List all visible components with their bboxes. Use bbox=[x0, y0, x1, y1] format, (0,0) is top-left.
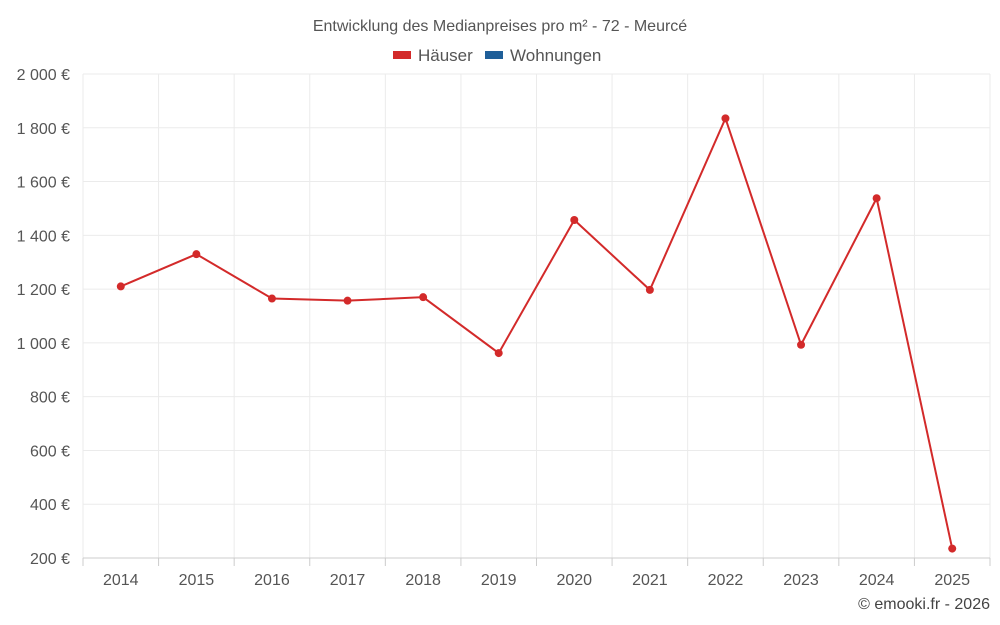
x-tick-label: 2014 bbox=[103, 572, 139, 589]
data-point-haeuser[interactable] bbox=[267, 294, 276, 303]
x-tick-label: 2018 bbox=[405, 572, 441, 589]
legend: Häuser Wohnungen bbox=[393, 46, 601, 65]
data-point-haeuser[interactable] bbox=[872, 194, 881, 203]
y-tick-label: 1 800 € bbox=[17, 121, 70, 138]
grid-lines bbox=[82, 73, 991, 566]
legend-label-haeuser[interactable]: Häuser bbox=[418, 46, 473, 65]
x-tick-label: 2024 bbox=[859, 572, 895, 589]
x-tick-label: 2025 bbox=[934, 572, 970, 589]
y-tick-label: 1 400 € bbox=[17, 228, 70, 245]
x-tick-label: 2015 bbox=[179, 572, 215, 589]
y-tick-label: 600 € bbox=[30, 443, 70, 460]
legend-swatch-wohnungen[interactable] bbox=[485, 51, 503, 59]
data-point-haeuser[interactable] bbox=[948, 544, 957, 553]
y-axis-labels: 200 € 400 € 600 € 800 € 1 000 € 1 200 € 1 400 … bbox=[17, 67, 70, 568]
y-tick-label: 1 200 € bbox=[17, 282, 70, 299]
data-point-haeuser[interactable] bbox=[645, 285, 654, 294]
chart-title: Entwicklung des Medianpreises pro m² - 7… bbox=[313, 18, 687, 35]
y-tick-label: 1 600 € bbox=[17, 175, 70, 192]
x-axis-labels: 2014 2015 2016 2017 2018 2019 2020 2021 2022 2023… bbox=[103, 572, 970, 589]
data-point-haeuser[interactable] bbox=[797, 340, 806, 349]
y-tick-label: 400 € bbox=[30, 497, 70, 514]
y-tick-label: 800 € bbox=[30, 390, 70, 407]
legend-swatch-haeuser[interactable] bbox=[393, 51, 411, 59]
x-tick-label: 2021 bbox=[632, 572, 668, 589]
x-tick-label: 2022 bbox=[708, 572, 744, 589]
data-point-haeuser[interactable] bbox=[116, 282, 125, 291]
series-haeuser bbox=[116, 114, 957, 553]
y-tick-label: 1 000 € bbox=[17, 336, 70, 353]
legend-label-wohnungen[interactable]: Wohnungen bbox=[510, 46, 601, 65]
x-tick-label: 2016 bbox=[254, 572, 290, 589]
data-point-haeuser[interactable] bbox=[721, 114, 730, 123]
x-tick-label: 2020 bbox=[556, 572, 592, 589]
data-point-haeuser[interactable] bbox=[494, 349, 503, 358]
data-point-haeuser[interactable] bbox=[343, 296, 352, 305]
y-tick-label: 2 000 € bbox=[17, 67, 70, 84]
series-line-haeuser bbox=[120, 115, 954, 549]
x-tick-label: 2023 bbox=[783, 572, 819, 589]
y-tick-label: 200 € bbox=[30, 551, 70, 568]
credit-text: © emooki.fr - 2026 bbox=[858, 596, 990, 613]
data-point-haeuser[interactable] bbox=[192, 250, 201, 259]
x-tick-label: 2019 bbox=[481, 572, 517, 589]
data-point-haeuser[interactable] bbox=[570, 216, 579, 225]
data-point-haeuser[interactable] bbox=[419, 293, 428, 302]
x-tick-label: 2017 bbox=[330, 572, 366, 589]
